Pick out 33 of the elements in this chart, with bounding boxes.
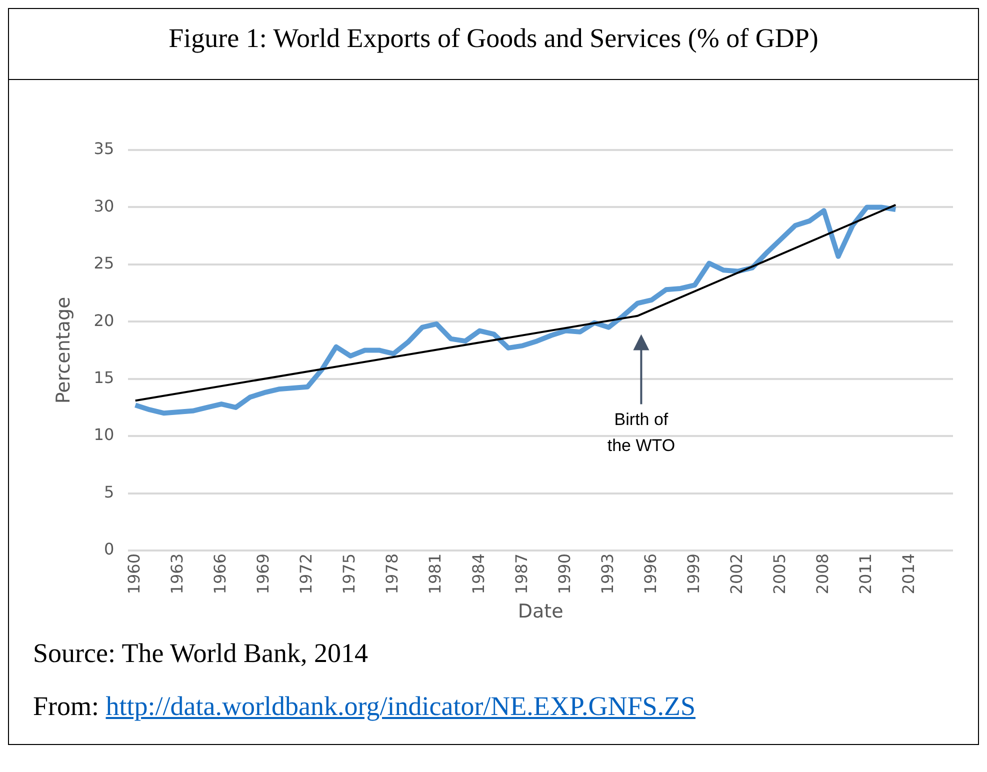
x-tick-label: 1996 <box>640 553 660 594</box>
source-note: Source: The World Bank, 2014 <box>33 638 370 669</box>
x-tick-label: 2002 <box>726 553 746 594</box>
x-tick-label: 1993 <box>598 553 617 594</box>
x-tick-label: 1969 <box>254 553 273 594</box>
x-tick-label: 1960 <box>124 553 144 594</box>
y-tick-label: 35 <box>94 139 114 158</box>
y-tick-label: 25 <box>94 254 114 273</box>
x-tick-label: 2014 <box>899 553 918 594</box>
x-tick-label: 2005 <box>770 553 790 594</box>
y-tick-label: 20 <box>94 310 114 330</box>
y-tick-label: 10 <box>94 425 114 444</box>
x-tick-label: 2011 <box>856 553 876 594</box>
x-tick-label: 1999 <box>684 553 703 594</box>
x-tick-label: 1978 <box>382 553 402 594</box>
x-tick-label: 1966 <box>210 553 230 594</box>
annotation: Birth of the WTO <box>607 410 676 455</box>
x-tick-label: 1981 <box>426 553 445 594</box>
y-tick-label: 0 <box>104 540 114 559</box>
x-tick-label: 1990 <box>554 553 574 594</box>
y-tick-label: 30 <box>94 196 114 216</box>
y-axis-title: Percentage <box>52 296 74 404</box>
x-tick-label: 1975 <box>340 553 359 594</box>
chart-title: Figure 1: World Exports of Goods and Services (% of GDP) <box>9 9 978 80</box>
y-tick-label: 5 <box>104 482 114 502</box>
x-tick-label: 1984 <box>468 553 488 594</box>
x-tick-label: 1963 <box>168 553 187 594</box>
x-tick-label: 1987 <box>512 553 531 594</box>
x-axis-title: Date <box>518 600 564 623</box>
x-tick-label: 1972 <box>296 553 316 594</box>
text: From: http://data.worldbank.org/indicator/NE.EXP.GNFS.ZS <box>33 691 696 722</box>
y-tick-label: 15 <box>94 368 114 388</box>
x-tick-label: 2008 <box>813 553 832 594</box>
